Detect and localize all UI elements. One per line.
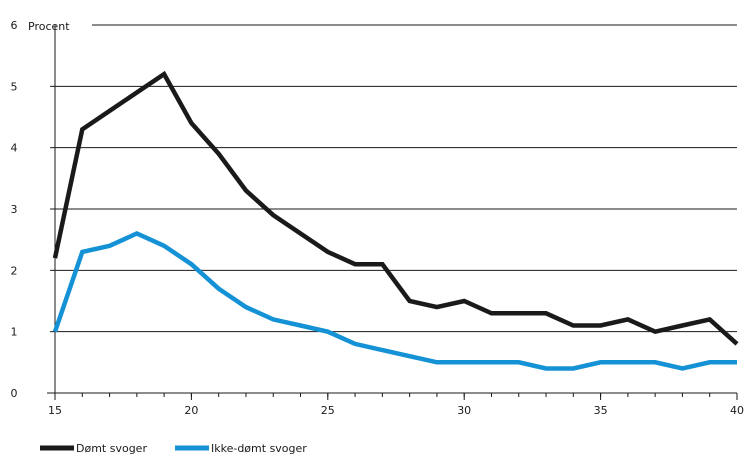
x-tick-label: 20 xyxy=(184,404,198,417)
y-axis-ticks: 0 1 2 3 4 5 6 xyxy=(11,19,55,400)
x-tick-label: 25 xyxy=(321,404,335,417)
legend-label-1: Dømt svoger xyxy=(76,442,147,455)
legend-label-2: Ikke-dømt svoger xyxy=(211,442,307,455)
series-line-1 xyxy=(52,70,739,346)
x-tick-label: 35 xyxy=(594,404,608,417)
y-tick-label: 4 xyxy=(11,142,18,155)
x-tick-label: 30 xyxy=(457,404,471,417)
y-tick-label: 1 xyxy=(11,326,18,339)
y-tick-label: 6 xyxy=(11,19,18,32)
y-axis-label: Procent xyxy=(28,20,70,33)
legend: Dømt svoger Ikke-dømt svoger xyxy=(40,442,307,455)
x-tick-label: 40 xyxy=(730,404,744,417)
series-line-2 xyxy=(52,231,737,371)
y-tick-label: 0 xyxy=(11,387,18,400)
series-lines xyxy=(52,70,739,371)
x-axis-ticks: 15 20 25 30 35 40 xyxy=(48,393,744,417)
x-tick-label: 15 xyxy=(48,404,62,417)
y-tick-label: 3 xyxy=(11,203,18,216)
y-tick-label: 5 xyxy=(11,80,18,93)
y-tick-label: 2 xyxy=(11,264,18,277)
